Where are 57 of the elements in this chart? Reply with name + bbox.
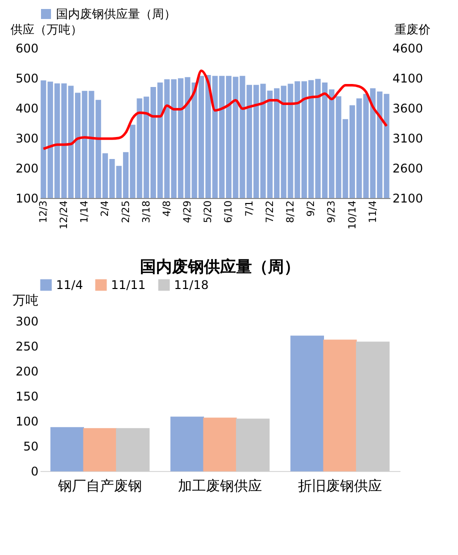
y-tick-label: 300 [16, 132, 38, 146]
x-tick-label: 9/2 [306, 200, 318, 217]
y-tick-label: 150 [16, 390, 38, 404]
bar [83, 428, 117, 472]
legend-label: 国内废钢供应量（周） [56, 7, 176, 21]
bar [50, 427, 84, 472]
bar [203, 418, 237, 472]
x-tick-label: 4/29 [182, 200, 194, 223]
y-tick-label: 50 [23, 440, 38, 454]
legend-label: 11/11 [111, 278, 146, 292]
line-series [42, 70, 388, 150]
y-tick-label: 300 [16, 314, 38, 328]
x-tick-label: 2/4 [100, 200, 112, 217]
x-tick-label: 4/8 [162, 200, 173, 217]
y-tick-label: 0 [30, 464, 38, 478]
x-tick-label: 2/25 [120, 200, 132, 223]
y2-tick-label: 4100 [392, 72, 424, 86]
bar [356, 342, 390, 472]
y2-axis-title: 重废价 [394, 22, 430, 36]
y-tick-label: 250 [16, 340, 38, 354]
y2-tick-label: 2100 [392, 192, 424, 206]
y-tick-label: 600 [16, 42, 38, 56]
legend-label: 11/4 [56, 278, 83, 292]
x-tick-label: 加工废钢供应 [178, 478, 262, 494]
x-tick-label: 12/3 [38, 200, 50, 223]
x-tick-label: 8/12 [285, 200, 296, 223]
y-tick-label: 400 [16, 102, 38, 116]
x-tick-label: 5/20 [203, 200, 214, 223]
y2-tick-label: 4600 [392, 42, 424, 56]
y-axis-title: 供应（万吨） [10, 22, 82, 36]
x-tick-label: 11/4 [368, 200, 379, 223]
y2-tick-label: 2600 [392, 162, 424, 176]
y-tick-label: 200 [16, 162, 38, 176]
bar [116, 428, 150, 472]
bar [170, 416, 204, 472]
x-tick-label: 折旧废钢供应 [298, 478, 382, 494]
y-tick-label: 100 [16, 192, 38, 206]
x-tick-label: 7/1 [244, 200, 256, 217]
x-tick-label: 9/23 [326, 200, 338, 223]
x-tick-label: 12/24 [59, 200, 70, 230]
x-tick-label: 6/10 [224, 200, 235, 223]
y2-tick-label: 3100 [392, 132, 424, 146]
x-tick-label: 1/14 [80, 200, 91, 223]
y2-tick-label: 3600 [392, 102, 424, 116]
y-tick-label: 100 [16, 414, 38, 428]
x-tick-label: 3/18 [141, 200, 152, 223]
legend-label: 11/18 [174, 278, 209, 292]
y-tick-label: 500 [16, 72, 38, 86]
x-tick-label: 10/14 [347, 200, 358, 230]
bar [290, 336, 324, 472]
y-tick-label: 200 [16, 364, 38, 378]
x-tick-label: 7/22 [264, 200, 276, 223]
y-axis-title: 万吨 [12, 294, 38, 308]
x-tick-label: 钢厂自产废钢 [57, 478, 142, 494]
chart-title: 国内废钢供应量（周） [140, 257, 300, 276]
bar [236, 418, 270, 472]
bar [323, 340, 357, 472]
